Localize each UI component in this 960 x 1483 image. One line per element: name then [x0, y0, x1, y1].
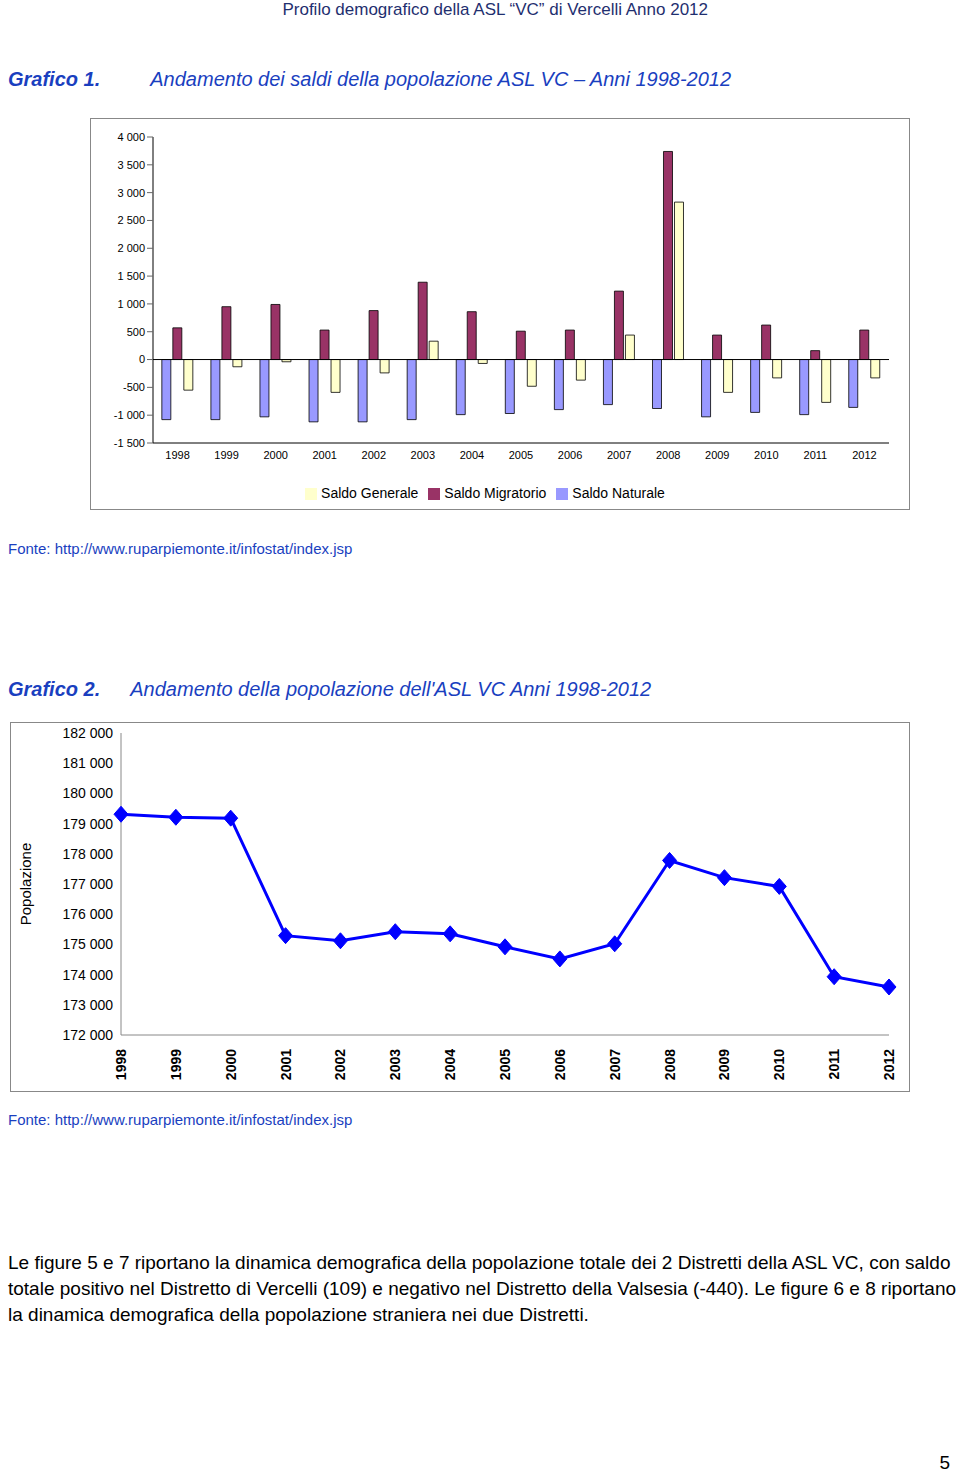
svg-text:2007: 2007 — [607, 1049, 623, 1080]
svg-text:2011: 2011 — [804, 449, 828, 461]
html-text:Saldo Generale: Saldo Generale — [321, 485, 419, 501]
svg-text:2009: 2009 — [716, 1049, 732, 1080]
svg-text:2008: 2008 — [656, 449, 680, 461]
svg-text:2004: 2004 — [442, 1049, 458, 1080]
html-text:Fonte: http://www.ruparpiemont: Fonte: http://www.ruparpiemonte.it/infos… — [8, 540, 353, 557]
svg-text:1998: 1998 — [165, 449, 189, 461]
svg-text:2003: 2003 — [411, 449, 435, 461]
svg-text:2002: 2002 — [362, 449, 386, 461]
svg-text:2006: 2006 — [552, 1049, 568, 1080]
svg-text:2010: 2010 — [754, 449, 778, 461]
svg-text:2000: 2000 — [263, 449, 287, 461]
svg-text:2002: 2002 — [332, 1049, 348, 1080]
svg-text:2006: 2006 — [558, 449, 582, 461]
svg-text:3 500: 3 500 — [117, 159, 145, 171]
svg-text:182 000: 182 000 — [62, 725, 113, 741]
svg-text:2004: 2004 — [460, 449, 484, 461]
svg-text:1 500: 1 500 — [117, 270, 145, 282]
svg-text:2007: 2007 — [607, 449, 631, 461]
svg-text:2000: 2000 — [223, 1049, 239, 1080]
svg-text:173 000: 173 000 — [62, 997, 113, 1013]
svg-text:-500: -500 — [123, 381, 145, 393]
svg-text:500: 500 — [127, 326, 145, 338]
svg-text:-1 500: -1 500 — [114, 437, 145, 449]
html-text:Profilo demografico della ASL: Profilo demografico della ASL “VC” di Ve… — [282, 0, 708, 19]
html-text:Fonte: http://www.ruparpiemont: Fonte: http://www.ruparpiemonte.it/infos… — [8, 1111, 353, 1128]
svg-text:1999: 1999 — [168, 1049, 184, 1080]
svg-text:1998: 1998 — [113, 1049, 129, 1080]
html-text:Saldo Naturale: Saldo Naturale — [572, 485, 665, 501]
svg-text:179 000: 179 000 — [62, 816, 113, 832]
svg-text:2012: 2012 — [881, 1049, 897, 1080]
svg-text:2003: 2003 — [387, 1049, 403, 1080]
svg-text:2008: 2008 — [662, 1049, 678, 1080]
svg-text:3 000: 3 000 — [117, 187, 145, 199]
svg-text:Popolazione: Popolazione — [17, 843, 34, 926]
svg-text:4 000: 4 000 — [117, 131, 145, 143]
svg-text:2 000: 2 000 — [117, 242, 145, 254]
html-text:Andamento dei saldi della popo: Andamento dei saldi della popolazione AS… — [150, 68, 732, 90]
html-text:Andamento della popolazione de: Andamento della popolazione dell'ASL VC … — [130, 678, 652, 700]
html-text:Grafico 1.: Grafico 1. — [8, 68, 101, 90]
svg-text:2005: 2005 — [509, 449, 533, 461]
svg-text:2009: 2009 — [705, 449, 729, 461]
svg-text:2001: 2001 — [312, 449, 336, 461]
svg-text:2011: 2011 — [826, 1049, 842, 1080]
svg-text:1999: 1999 — [214, 449, 238, 461]
html-text:Saldo Migratorio: Saldo Migratorio — [444, 485, 547, 501]
html-text:Le figure 5 e 7 riportano la d: Le figure 5 e 7 riportano la dinamica de… — [8, 1252, 956, 1325]
svg-text:174 000: 174 000 — [62, 967, 113, 983]
svg-text:176 000: 176 000 — [62, 906, 113, 922]
svg-text:181 000: 181 000 — [62, 755, 113, 771]
svg-text:2005: 2005 — [497, 1049, 513, 1080]
svg-text:172 000: 172 000 — [62, 1027, 113, 1043]
svg-text:2012: 2012 — [852, 449, 876, 461]
svg-text:2 500: 2 500 — [117, 214, 145, 226]
html-text:Grafico 2.: Grafico 2. — [8, 678, 101, 700]
svg-text:175 000: 175 000 — [62, 936, 113, 952]
svg-text:180 000: 180 000 — [62, 785, 113, 801]
html-text:5: 5 — [939, 1452, 950, 1473]
svg-text:0: 0 — [139, 353, 145, 365]
svg-text:2010: 2010 — [771, 1049, 787, 1080]
svg-text:178 000: 178 000 — [62, 846, 113, 862]
svg-text:1 000: 1 000 — [117, 298, 145, 310]
svg-text:177 000: 177 000 — [62, 876, 113, 892]
svg-text:2001: 2001 — [278, 1049, 294, 1080]
svg-text:-1 000: -1 000 — [114, 409, 145, 421]
